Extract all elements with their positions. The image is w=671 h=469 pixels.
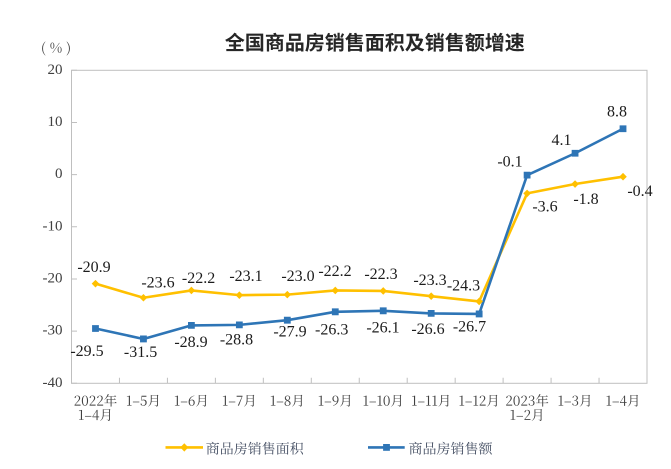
svg-text:-40: -40: [43, 375, 63, 391]
svg-text:-23.6: -23.6: [141, 275, 174, 292]
svg-text:-23.3: -23.3: [413, 272, 446, 289]
svg-text:-30: -30: [43, 323, 63, 339]
svg-text:8.8: 8.8: [607, 104, 627, 121]
svg-text:-26.7: -26.7: [453, 319, 486, 336]
svg-text:0: 0: [55, 166, 63, 182]
svg-text:-28.9: -28.9: [174, 334, 207, 351]
svg-text:-23.0: -23.0: [281, 268, 314, 285]
svg-text:-10: -10: [43, 218, 63, 234]
svg-text:-22.2: -22.2: [318, 263, 351, 280]
svg-text:-20: -20: [43, 271, 63, 287]
svg-text:-1.8: -1.8: [573, 191, 598, 208]
svg-text:20: 20: [48, 62, 63, 78]
svg-text:4.1: 4.1: [552, 132, 572, 149]
svg-text:-22.3: -22.3: [364, 266, 397, 283]
svg-text:-0.1: -0.1: [497, 154, 522, 171]
svg-text:-23.1: -23.1: [229, 268, 262, 285]
svg-text:-26.6: -26.6: [411, 321, 444, 338]
svg-text:10: 10: [48, 114, 63, 130]
svg-text:-22.2: -22.2: [182, 270, 215, 287]
svg-text:-24.3: -24.3: [447, 278, 480, 295]
svg-text:-20.9: -20.9: [77, 259, 110, 276]
svg-text:-26.3: -26.3: [315, 322, 348, 339]
svg-text:-0.4: -0.4: [627, 183, 652, 200]
svg-text:-26.1: -26.1: [366, 320, 399, 337]
svg-text:-3.6: -3.6: [532, 199, 557, 216]
svg-text:-28.8: -28.8: [220, 332, 253, 349]
svg-text:-29.5: -29.5: [70, 343, 103, 360]
svg-text:-31.5: -31.5: [124, 344, 157, 361]
svg-text:-27.9: -27.9: [273, 324, 306, 341]
